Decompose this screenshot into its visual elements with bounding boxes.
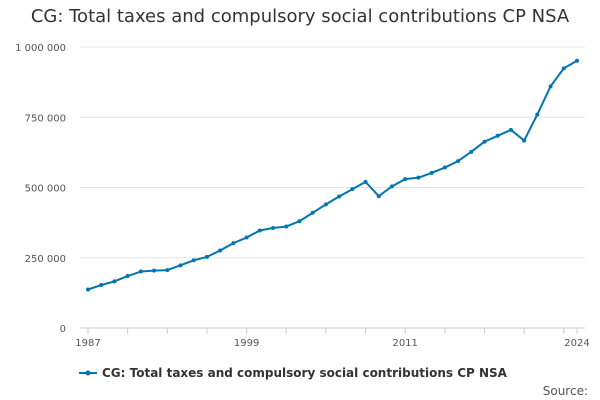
y-tick-label: 1 000 000 bbox=[15, 43, 66, 54]
data-point[interactable] bbox=[416, 175, 421, 180]
data-point[interactable] bbox=[218, 248, 223, 253]
legend-line-icon bbox=[79, 370, 97, 376]
data-point[interactable] bbox=[191, 258, 196, 263]
data-point[interactable] bbox=[389, 184, 394, 189]
data-point[interactable] bbox=[522, 138, 527, 143]
data-point[interactable] bbox=[548, 84, 553, 89]
data-point[interactable] bbox=[469, 149, 474, 154]
data-point[interactable] bbox=[495, 133, 500, 138]
data-point[interactable] bbox=[575, 58, 579, 63]
data-point[interactable] bbox=[337, 194, 342, 199]
grid-lines bbox=[80, 46, 585, 329]
y-tick-label: 500 000 bbox=[25, 184, 66, 195]
data-point[interactable] bbox=[165, 268, 170, 273]
legend-label: CG: Total taxes and compulsory social co… bbox=[102, 366, 507, 380]
data-point[interactable] bbox=[297, 219, 302, 224]
y-tick-label: 0 bbox=[60, 324, 66, 335]
x-tick-label: 1987 bbox=[75, 338, 100, 349]
data-point[interactable] bbox=[482, 139, 487, 144]
data-point[interactable] bbox=[442, 165, 447, 170]
data-point[interactable] bbox=[152, 268, 157, 273]
legend[interactable]: CG: Total taxes and compulsory social co… bbox=[78, 366, 507, 380]
source-label: Source: bbox=[542, 384, 588, 398]
y-axis-tick-labels: 0 250 000 500 000 750 000 1 000 000 bbox=[15, 43, 66, 335]
data-point[interactable] bbox=[535, 112, 540, 117]
data-point[interactable] bbox=[257, 228, 262, 233]
x-axis bbox=[87, 328, 578, 334]
series-line[interactable] bbox=[87, 59, 578, 291]
data-point[interactable] bbox=[125, 274, 130, 279]
x-tick-label: 2011 bbox=[392, 338, 417, 349]
data-point[interactable] bbox=[204, 254, 209, 259]
data-point[interactable] bbox=[456, 159, 461, 164]
data-point[interactable] bbox=[363, 179, 368, 184]
x-axis-tick-labels: 1987 1999 2011 2024 bbox=[75, 338, 589, 349]
data-point[interactable] bbox=[323, 202, 328, 207]
series-group bbox=[86, 58, 579, 292]
data-point[interactable] bbox=[244, 235, 249, 240]
data-point[interactable] bbox=[86, 287, 90, 292]
y-tick-label: 250 000 bbox=[25, 254, 66, 265]
x-tick-label: 1999 bbox=[234, 338, 259, 349]
data-point[interactable] bbox=[271, 225, 276, 230]
data-point[interactable] bbox=[376, 194, 381, 199]
data-point[interactable] bbox=[138, 269, 143, 274]
data-point[interactable] bbox=[429, 170, 434, 175]
data-point[interactable] bbox=[99, 283, 104, 288]
data-point[interactable] bbox=[350, 187, 355, 192]
chart-title: CG: Total taxes and compulsory social co… bbox=[30, 6, 570, 27]
data-point[interactable] bbox=[284, 224, 289, 229]
data-point[interactable] bbox=[231, 241, 236, 246]
data-point[interactable] bbox=[508, 127, 513, 132]
y-tick-label: 750 000 bbox=[25, 113, 66, 124]
x-tick-label: 2024 bbox=[564, 338, 589, 349]
data-point[interactable] bbox=[178, 263, 183, 268]
data-point[interactable] bbox=[112, 279, 117, 284]
data-point[interactable] bbox=[403, 177, 408, 182]
data-point[interactable] bbox=[561, 66, 566, 71]
data-point[interactable] bbox=[310, 210, 315, 215]
